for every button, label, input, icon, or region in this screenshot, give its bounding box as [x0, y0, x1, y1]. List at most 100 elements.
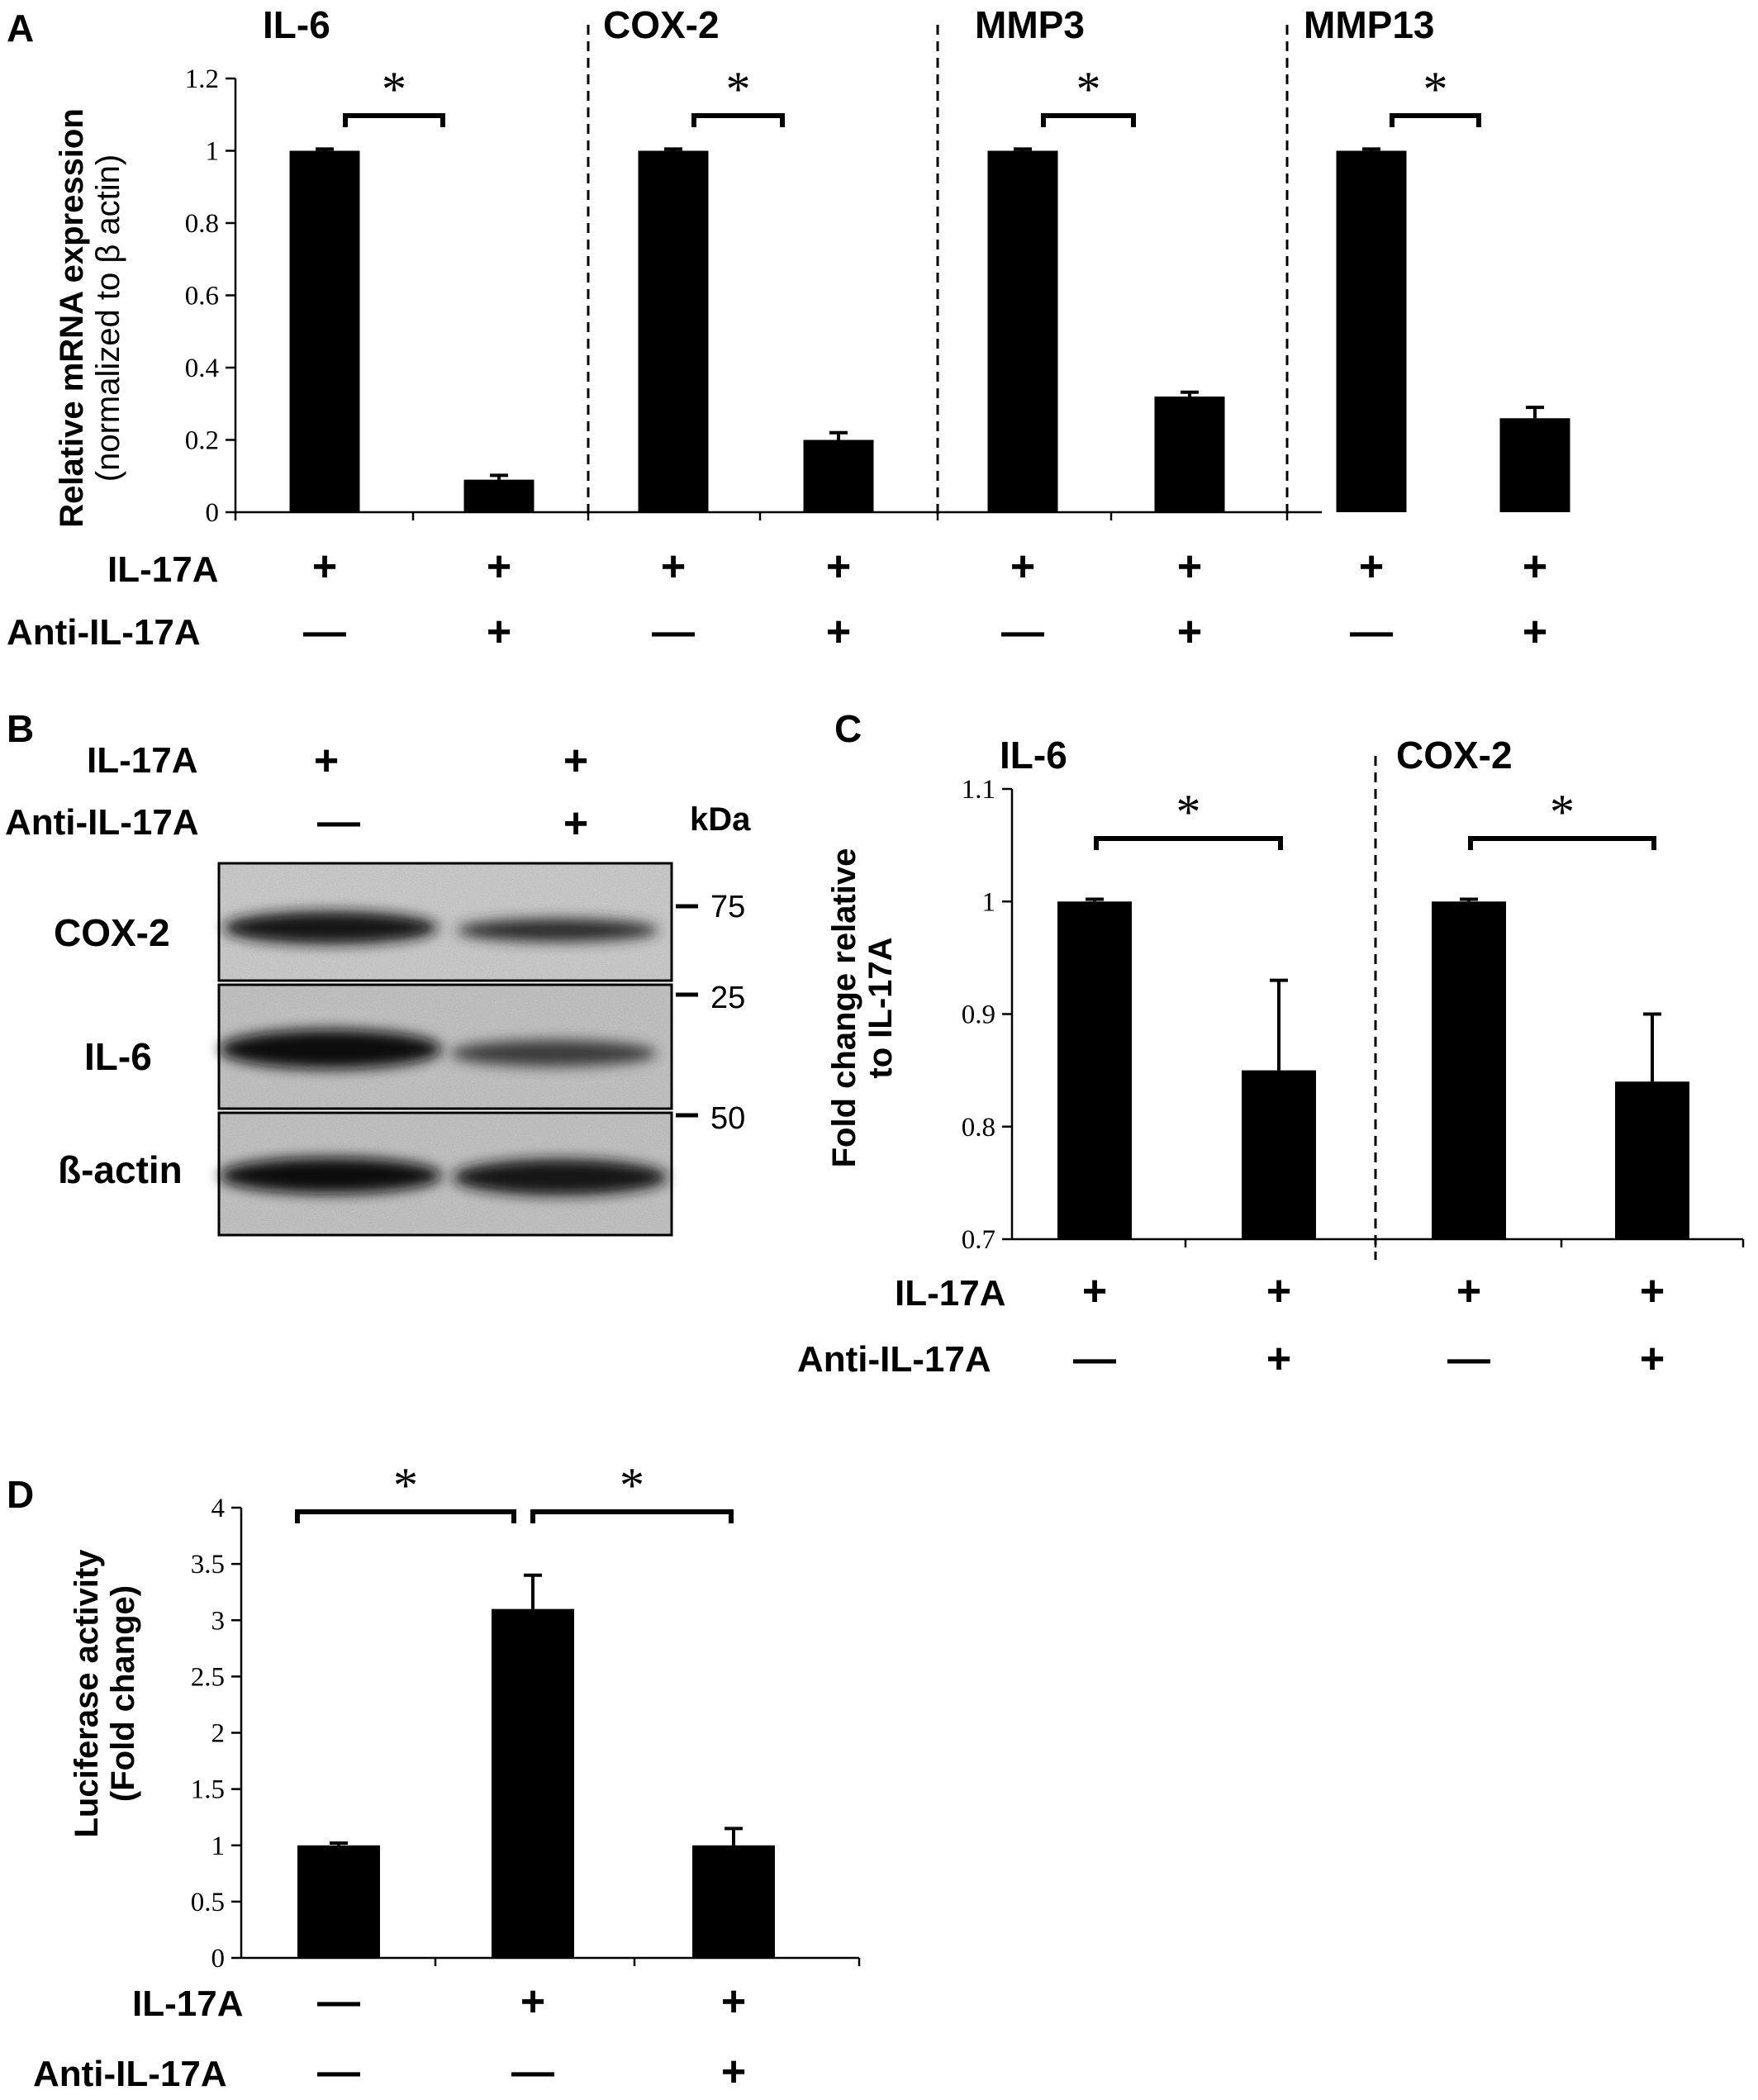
panel-d-significance-bracket	[295, 1509, 516, 1523]
panel-b-letter: B	[7, 707, 34, 750]
panel-b-il17a-label: IL-17A	[87, 740, 197, 781]
panel-c-bar	[1432, 901, 1506, 1239]
panel-a-il17a-mark: +	[1523, 543, 1547, 591]
panel-c-anti-il17a-mark: +	[1266, 1335, 1291, 1383]
panel-a-y-tick-label: 1.2	[185, 64, 219, 94]
panel-c-il17a-mark: +	[1082, 1267, 1107, 1315]
panel-d-il17a-label: IL-17A	[132, 1984, 243, 2024]
panel-d-anti-il17a-mark: —	[511, 2048, 554, 2096]
panel-a-anti-il17a-label: Anti-IL-17A	[7, 612, 201, 653]
panel-a-y-tick-label: 0.6	[185, 282, 219, 311]
panel-a-y-tick-label: 0.8	[185, 209, 219, 239]
blot-label-il6: IL-6	[84, 1035, 152, 1078]
panel-a-anti-il17a-mark: +	[487, 608, 511, 656]
panel-a-bar	[1336, 150, 1407, 512]
panel-a-anti-il17a-mark: +	[1523, 608, 1547, 656]
panel-c-y-axis-subtitle: to IL-17A	[862, 937, 899, 1078]
panel-c-y-tick-label: 0.9	[962, 1000, 995, 1030]
panel-c-significance-star: *	[1176, 785, 1201, 839]
panel-c-y-tick-label: 0.7	[962, 1225, 995, 1255]
panel-c-anti-il17a-mark: +	[1640, 1335, 1665, 1383]
panel-a-il17a-mark: +	[826, 543, 851, 591]
panel-b-il17a-lane2: +	[563, 737, 588, 785]
panel-a-bar	[638, 150, 709, 512]
blot-il6	[217, 983, 673, 1110]
panel-c-bar	[1057, 901, 1132, 1239]
panel-b-anti-il17a-label: Anti-IL-17A	[5, 802, 199, 843]
panel-a-anti-il17a-mark: —	[1001, 608, 1044, 656]
panel-a-significance-bracket	[1041, 113, 1136, 127]
panel-a-gene-mmp3: MMP3	[975, 3, 1085, 46]
panel-a-bar-chart: 0 0.2 0.4 0.6 0.8 1 1.2 * * * *	[185, 62, 1570, 528]
panel-c-y-tick-label: 0.8	[962, 1113, 995, 1143]
panel-d-y-tick-label: 3.5	[191, 1550, 225, 1580]
panel-c-bar	[1242, 1070, 1316, 1239]
panel-d-letter: D	[7, 1473, 34, 1516]
panel-d-y-tick-label: 3	[211, 1606, 226, 1636]
marker-75: 75	[710, 890, 745, 924]
panel-a-condition-marks: + — + + + — + + + — + + + — + +	[303, 543, 1547, 656]
panel-d-y-tick-label: 1	[211, 1832, 226, 1861]
panel-d-il17a-mark: +	[520, 1978, 545, 2026]
panel-d-il17a-mark: —	[317, 1978, 360, 2026]
panel-c-significance-star: *	[1550, 785, 1575, 839]
panel-b-kda-label: kDa	[690, 801, 751, 838]
panel-b-il17a-lane1: +	[314, 737, 339, 785]
panel-b: B IL-17A Anti-IL-17A + + — + kDa COX-2 I…	[5, 707, 751, 1237]
panel-c-anti-il17a-label: Anti-IL-17A	[797, 1339, 991, 1380]
panel-c-bar	[1615, 1081, 1689, 1239]
panel-a-y-tick-label: 0.4	[185, 354, 219, 383]
panel-c-il17a-label: IL-17A	[895, 1273, 1005, 1314]
panel-a-gene-mmp13: MMP13	[1304, 3, 1434, 46]
panel-d-anti-il17a-label: Anti-IL-17A	[33, 2054, 227, 2094]
panel-a-anti-il17a-mark: +	[826, 608, 851, 656]
panel-a-significance-bracket	[1390, 113, 1481, 127]
panel-a-anti-il17a-mark: —	[1350, 608, 1393, 656]
panel-c-y-tick-label: 1.1	[962, 775, 995, 805]
panel-a-il17a-mark: +	[1177, 543, 1202, 591]
panel-c-significance-bracket	[1468, 836, 1656, 850]
panel-c-il17a-mark: +	[1640, 1267, 1665, 1315]
panel-d-anti-il17a-mark: +	[721, 2048, 746, 2096]
panel-c-significance-bracket	[1094, 836, 1283, 850]
panel-d-bar	[492, 1608, 574, 1958]
panel-c-condition-marks: + — + + + — + +	[1073, 1267, 1665, 1383]
marker-25: 25	[710, 981, 745, 1015]
panel-c-anti-il17a-mark: —	[1447, 1335, 1490, 1383]
panel-a-anti-il17a-mark: —	[303, 608, 346, 656]
panel-d-y-axis-title: Luciferase activity	[69, 1549, 105, 1838]
panel-a-bar	[1154, 397, 1225, 512]
panel-b-anti-lane1: —	[317, 798, 360, 846]
panel-d-significance-star: *	[620, 1458, 644, 1513]
panel-a-letter: A	[7, 7, 34, 50]
panel-d-il17a-mark: +	[721, 1978, 746, 2026]
panel-a-anti-il17a-mark: —	[652, 608, 695, 656]
panel-d-y-axis-subtitle: (Fold change)	[105, 1585, 141, 1802]
blot-label-cox2: COX-2	[54, 911, 170, 954]
panel-a-significance-star: *	[382, 62, 406, 116]
panel-a-bar	[289, 150, 360, 512]
panel-d-y-tick-label: 0	[211, 1944, 226, 1974]
panel-d-bar-chart: 0 0.5 1 1.5 2 2.5 3 3.5 4 * *	[191, 1458, 861, 1974]
panel-a-gene-cox2: COX-2	[603, 3, 720, 46]
panel-c-letter: C	[834, 707, 862, 750]
blot-cox2	[217, 862, 673, 982]
panel-a-gene-il6: IL-6	[263, 3, 330, 46]
panel-d-significance-star: *	[393, 1458, 418, 1513]
panel-d-y-tick-label: 4	[211, 1494, 226, 1523]
panel-d: D Luciferase activity (Fold change) 0 0.5…	[7, 1458, 861, 2096]
panel-d-bar	[297, 1845, 380, 1958]
panel-a-il17a-mark: +	[661, 543, 686, 591]
blot-beta-actin	[217, 1111, 673, 1237]
panel-d-y-tick-label: 2.5	[191, 1662, 225, 1692]
panel-a-y-axis-title: Relative mRNA expression	[54, 108, 90, 528]
panel-d-y-tick-label: 0.5	[191, 1888, 225, 1917]
panel-a-significance-star: *	[726, 62, 751, 116]
panel-a-bar	[463, 479, 535, 512]
panel-a-bar	[987, 150, 1058, 512]
panel-a-anti-il17a-mark: +	[1177, 608, 1202, 656]
panel-a-significance-bracket	[343, 113, 445, 127]
panel-d-anti-il17a-mark: —	[317, 2048, 360, 2096]
panel-d-y-tick-label: 2	[211, 1719, 226, 1749]
